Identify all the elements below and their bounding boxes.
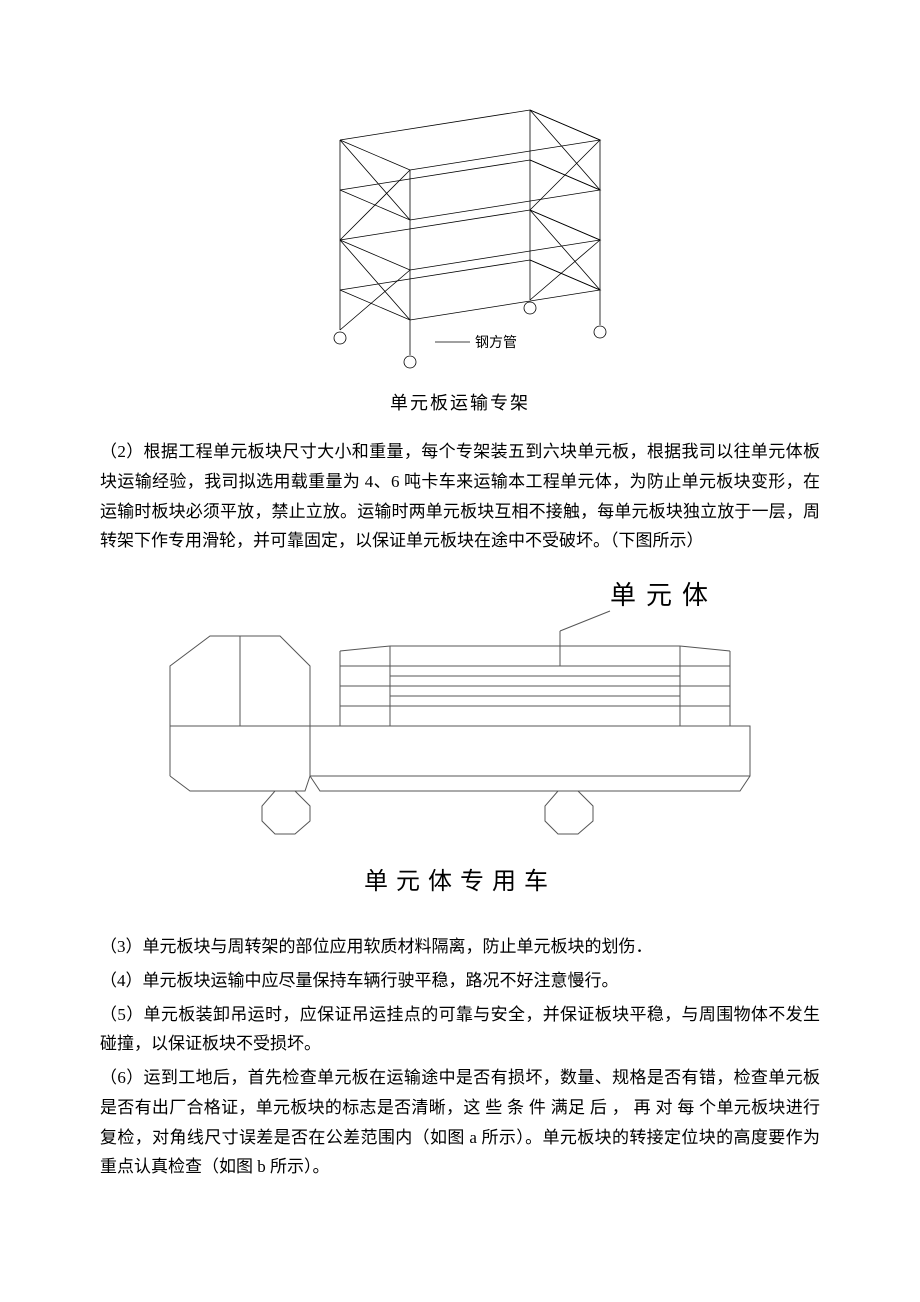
rack-figure: 钢方管 xyxy=(100,100,820,375)
rack-annotation: 钢方管 xyxy=(475,335,517,351)
truck-caption: 单元体专用车 xyxy=(100,861,820,896)
truck-figure: 单元体 xyxy=(100,576,820,841)
paragraph-3: （3）单元板块与周转架的部位应用软质材料隔离，防止单元板块的划伤． xyxy=(100,932,820,962)
paragraph-4: （4）单元板块运输中应尽量保持车辆行驶平稳，路况不好注意慢行。 xyxy=(100,966,820,996)
truck-svg: 单元体 xyxy=(140,576,780,836)
paragraph-5: （5）单元板装卸吊运时，应保证吊运挂点的可靠与安全，并保证板块平稳，与周围物体不… xyxy=(100,1000,820,1060)
rack-svg: 钢方管 xyxy=(280,100,640,370)
paragraph-2: （2）根据工程单元板块尺寸大小和重量，每个专架装五到六块单元板，根据我司以往单元… xyxy=(100,437,820,556)
truck-annotation: 单元体 xyxy=(610,581,718,610)
paragraph-6: （6）运到工地后，首先检查单元板在运输途中是否有损坏，数量、规格是否有错，检查单… xyxy=(100,1063,820,1182)
rack-caption: 单元板运输专架 xyxy=(100,389,820,415)
